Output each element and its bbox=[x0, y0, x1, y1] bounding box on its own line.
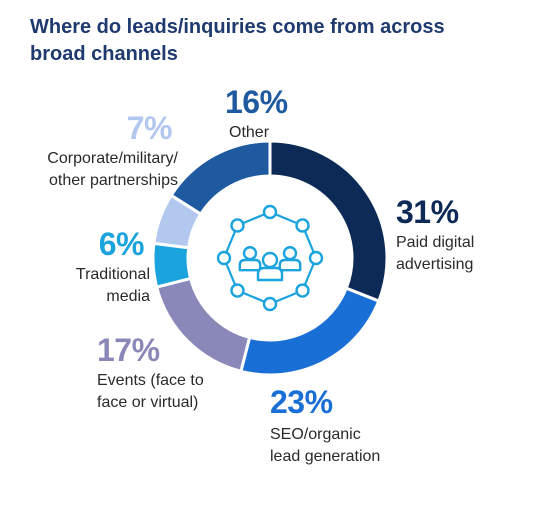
slice-label-seo: 23% SEO/organic lead generation bbox=[270, 386, 380, 468]
slice-name-traditional-line-2: media bbox=[106, 288, 150, 305]
chart-title-line-1: Where do leads/inquiries come from acros… bbox=[30, 16, 445, 38]
slice-name-seo: SEO/organic lead generation bbox=[270, 424, 380, 468]
slice-name-paid-digital-line-1: Paid digital bbox=[396, 234, 475, 251]
slice-name-seo-line-1: SEO/organic bbox=[270, 426, 361, 443]
slice-name-events-line-1: Events (face to bbox=[97, 372, 204, 389]
slice-label-events: 17% Events (face to face or virtual) bbox=[97, 334, 204, 414]
donut-slice-5 bbox=[169, 139, 272, 217]
slice-name-seo-line-2: lead generation bbox=[270, 448, 381, 465]
donut-slices bbox=[151, 139, 389, 377]
slice-pct-traditional: 6% bbox=[98, 226, 145, 262]
slice-name-traditional: Traditional media bbox=[50, 264, 150, 308]
slice-name-corporate-line-1: Corporate/military/ bbox=[47, 150, 178, 167]
slice-pct-seo: 23% bbox=[270, 384, 333, 420]
slice-pct-other: 16% bbox=[225, 84, 288, 120]
slice-pct-paid-digital: 31% bbox=[396, 194, 459, 230]
slice-name-other-line-1: Other bbox=[229, 124, 270, 141]
slice-name-traditional-line-1: Traditional bbox=[75, 266, 150, 283]
slice-label-other: 16% Other bbox=[225, 86, 288, 144]
slice-label-paid-digital: 31% Paid digital advertising bbox=[396, 196, 474, 276]
slice-pct-events: 17% bbox=[97, 332, 160, 368]
people-network-icon bbox=[216, 204, 324, 312]
donut-slice-3 bbox=[151, 241, 193, 289]
slice-name-corporate-line-2: other partnerships bbox=[49, 172, 178, 189]
slice-name-paid-digital-line-2: advertising bbox=[396, 256, 474, 273]
slice-label-corporate: 7% Corporate/military/ other partnership… bbox=[6, 112, 178, 192]
slice-name-paid-digital: Paid digital advertising bbox=[396, 232, 474, 276]
slice-name-corporate: Corporate/military/ other partnerships bbox=[6, 148, 178, 192]
chart-title-line-2: broad channels bbox=[30, 43, 178, 65]
slice-name-events: Events (face to face or virtual) bbox=[97, 370, 204, 414]
slice-name-events-line-2: face or virtual) bbox=[97, 394, 199, 411]
slice-name-other: Other bbox=[225, 122, 288, 144]
slice-pct-corporate: 7% bbox=[126, 110, 173, 146]
donut-slice-0 bbox=[268, 139, 389, 304]
slice-label-traditional: 6% Traditional media bbox=[50, 228, 150, 308]
chart-title: Where do leads/inquiries come from acros… bbox=[30, 14, 500, 68]
